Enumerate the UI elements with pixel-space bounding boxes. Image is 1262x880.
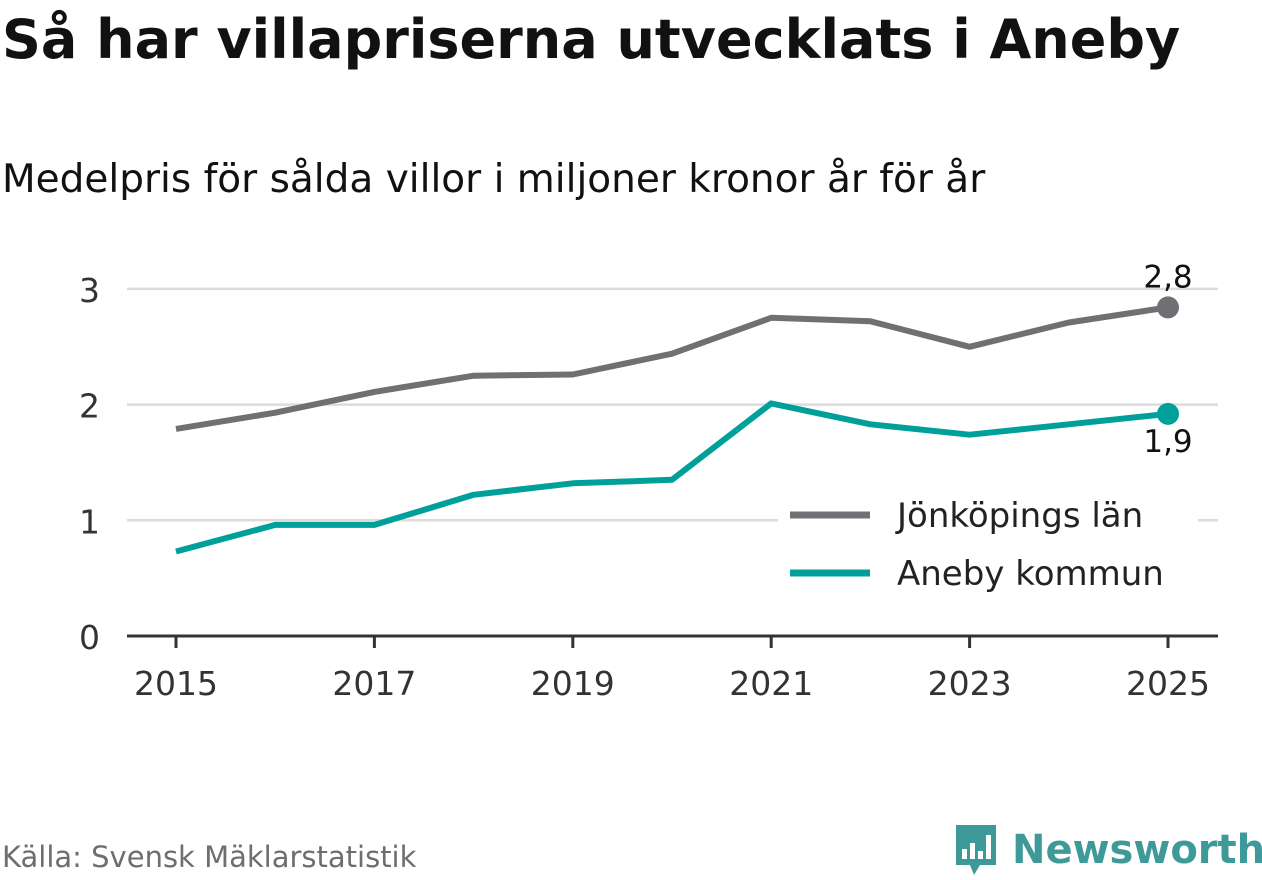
x-tick-label: 2025 <box>1126 664 1210 703</box>
end-value-label: 1,9 <box>1143 424 1192 460</box>
x-tick-label: 2019 <box>531 664 615 703</box>
y-tick-label: 0 <box>79 618 100 657</box>
y-tick-label: 3 <box>79 271 100 310</box>
newsworthy-logo-icon <box>956 825 996 875</box>
y-tick-label: 1 <box>79 502 100 541</box>
x-tick-label: 2015 <box>134 664 218 703</box>
y-tick-label: 2 <box>79 387 100 426</box>
series-end-point <box>1157 402 1179 425</box>
x-tick-label: 2023 <box>928 664 1012 703</box>
line-chart: 0 1 2 3 2015 2017 2019 2021 2023 2025 2,8 1,9 Jönk… <box>79 259 1218 703</box>
legend-label: Jönköpings län <box>895 496 1143 536</box>
series-line-aneby-kommun <box>175 400 1169 555</box>
brand-name: Newsworthy <box>1012 827 1262 873</box>
series-line-jonkopings-lan <box>175 304 1169 432</box>
chart-subtitle: Medelpris för sålda villor i miljoner kr… <box>2 157 986 202</box>
end-value-label: 2,8 <box>1143 259 1192 295</box>
source-note: Källa: Svensk Mäklarstatistik <box>2 840 417 874</box>
series-end-point <box>1157 296 1179 319</box>
legend-label: Aneby kommun <box>897 554 1164 594</box>
x-tick-label: 2017 <box>332 664 416 703</box>
chart-title: Så har villapriserna utvecklats i Aneby <box>2 8 1181 71</box>
x-tick-label: 2021 <box>729 664 813 703</box>
brand-logo: Newsworthy <box>952 820 1262 880</box>
